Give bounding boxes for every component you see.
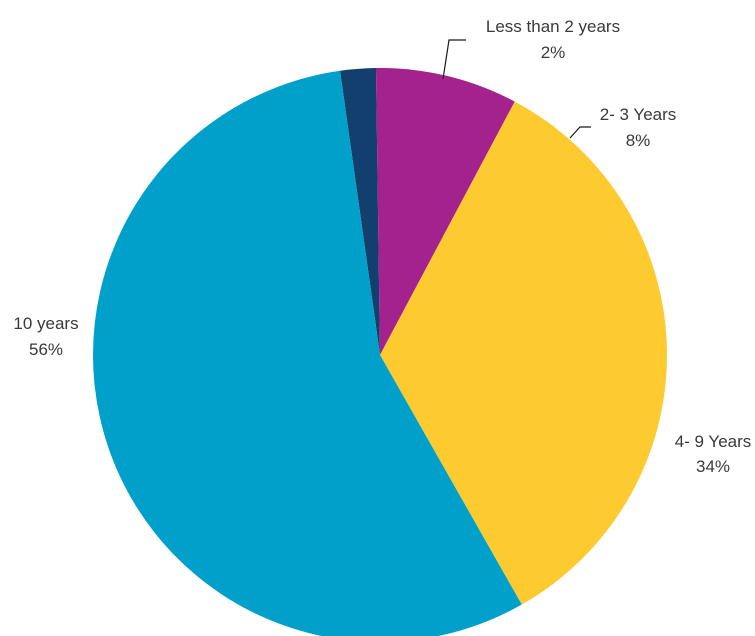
leader-line-2-3-years — [569, 126, 591, 139]
value-4-9-years: 34% — [696, 457, 730, 476]
pie-slice-2-3-years — [375, 68, 515, 356]
value-10-years: 56% — [29, 340, 63, 359]
label-less-than-2-years: Less than 2 years — [486, 17, 620, 36]
pie-slice-10-years — [93, 70, 522, 636]
label-4-9-years: 4- 9 Years — [675, 432, 752, 451]
pie-slices — [93, 68, 668, 636]
leader-line-less-than-2-years — [442, 39, 466, 80]
label-10-years: 10 years — [13, 314, 78, 333]
pie-slice-less-than-2-years — [340, 68, 380, 355]
value-2-3-years: 8% — [626, 131, 651, 150]
label-2-3-years: 2- 3 Years — [600, 105, 677, 124]
pie-slice-4-9-years — [380, 101, 668, 605]
value-less-than-2-years: 2% — [541, 43, 566, 62]
